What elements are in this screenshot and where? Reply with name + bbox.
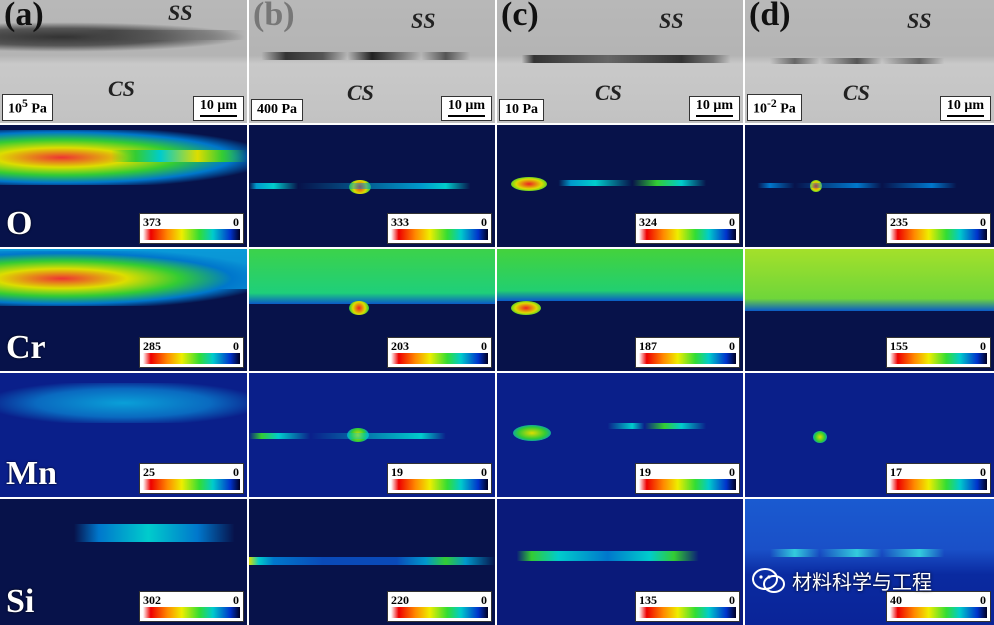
element-label: Si (6, 583, 35, 620)
sem-image-b: (b) SS CS 400 Pa 10 μm (249, 0, 495, 123)
colorbar: 40 0 (886, 591, 991, 622)
map-O-b: 333 0 (249, 125, 495, 247)
panel-label: (d) (749, 0, 791, 33)
ss-label: SS (907, 8, 932, 33)
wechat-icon (752, 568, 785, 593)
colorbar: 19 0 (635, 463, 740, 494)
ss-label: SS (659, 8, 684, 33)
colorbar: 135 0 (635, 591, 740, 622)
cs-label: CS (843, 80, 870, 105)
panel-label: (a) (4, 0, 44, 33)
map-Si-a: Si 302 0 (0, 499, 247, 625)
sem-image-d: (d) SS CS 10-2 Pa 10 μm (745, 0, 994, 123)
cs-label: CS (595, 80, 622, 105)
colorbar: 285 0 (139, 337, 244, 368)
watermark-text: 材料科学与工程 (792, 570, 932, 594)
panel-label: (b) (253, 0, 295, 33)
ss-label: SS (168, 0, 193, 25)
colorbar: 25 0 (139, 463, 244, 494)
colorbar: 17 0 (886, 463, 991, 494)
sem-image-c: (c) SS CS 10 Pa 10 μm (497, 0, 743, 123)
pressure-label: 400 Pa (251, 99, 304, 121)
sem-image-a: (a) SS CS 105 Pa 10 μm (0, 0, 247, 123)
colorbar: 324 0 (635, 213, 740, 244)
pressure-label: 105 Pa (2, 94, 53, 121)
colorbar: 155 0 (886, 337, 991, 368)
colorbar: 302 0 (139, 591, 244, 622)
colorbar: 220 0 (387, 591, 492, 622)
map-Mn-a: Mn 25 0 (0, 373, 247, 497)
scale-bar: 10 μm (192, 96, 244, 121)
scale-bar: 10 μm (939, 96, 991, 121)
map-Mn-c: 19 0 (497, 373, 743, 497)
scale-bar: 10 μm (440, 96, 492, 121)
map-O-d: 235 0 (745, 125, 994, 247)
scale-bar: 10 μm (688, 96, 740, 121)
map-Mn-d: 17 0 (745, 373, 994, 497)
map-Cr-b: 203 0 (249, 249, 495, 371)
element-label: Cr (6, 329, 46, 366)
cs-label: CS (347, 80, 374, 105)
panel-label: (c) (501, 0, 539, 33)
map-Cr-a: Cr 285 0 (0, 249, 247, 371)
pressure-label: 10-2 Pa (747, 94, 802, 121)
map-Si-d: 40 0 (745, 499, 994, 625)
map-Cr-c: 187 0 (497, 249, 743, 371)
element-label: Mn (6, 455, 57, 492)
colorbar: 187 0 (635, 337, 740, 368)
map-Mn-b: 19 0 (249, 373, 495, 497)
colorbar: 203 0 (387, 337, 492, 368)
map-Si-b: 220 0 (249, 499, 495, 625)
map-O-c: 324 0 (497, 125, 743, 247)
ss-label: SS (411, 8, 436, 33)
cs-label: CS (108, 76, 135, 101)
colorbar: 19 0 (387, 463, 492, 494)
map-Si-c: 135 0 (497, 499, 743, 625)
colorbar: 235 0 (886, 213, 991, 244)
pressure-label: 10 Pa (499, 99, 545, 121)
colorbar: 373 0 (139, 213, 244, 244)
element-label: O (6, 205, 33, 242)
map-Cr-d: 155 0 (745, 249, 994, 371)
colorbar: 333 0 (387, 213, 492, 244)
map-O-a: O 373 0 (0, 125, 247, 247)
